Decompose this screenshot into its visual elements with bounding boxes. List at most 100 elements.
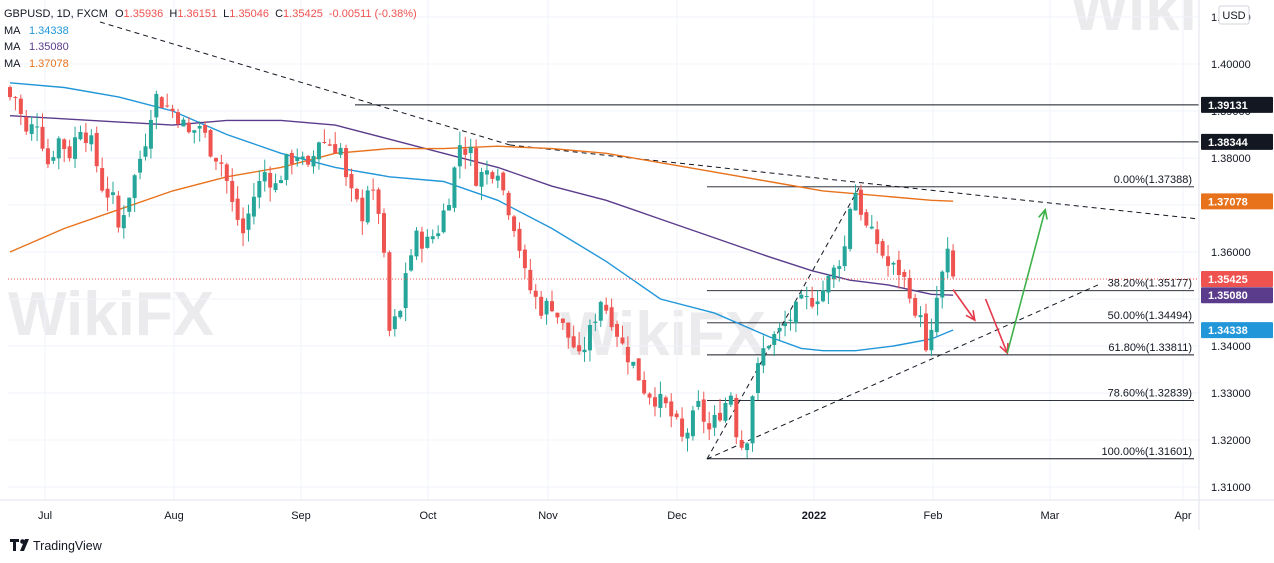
candle-body [766,346,771,349]
legend-ma-mid[interactable]: MA 1.35080 [4,39,417,56]
legend-ma-fast[interactable]: MA 1.34338 [4,23,417,40]
candle-body [186,122,191,133]
candle-body [728,395,733,405]
legend-ma-slow[interactable]: MA 1.37078 [4,56,417,73]
fib-level-label: 0.00%(1.37388) [1114,174,1192,186]
candle-body [696,400,701,407]
candle-body [951,250,956,277]
candle-body [907,277,912,299]
candle-body [701,399,706,422]
candle-body [398,311,403,318]
candle-body [734,397,739,438]
ma-mid-label: MA [4,41,20,53]
price-axis-badge [1201,287,1273,304]
currency-badge[interactable]: USD [1218,5,1250,25]
candle-body [658,393,663,408]
candle-body [203,125,208,133]
candle-body [550,301,554,312]
candle-body [447,204,452,211]
candle-body [853,192,858,211]
forecast-arrowhead-up [1038,207,1048,220]
candle-body [360,197,365,222]
price-tick-label: 1.33000 [1211,388,1251,400]
time-tick-label: 2022 [802,510,826,522]
tradingview-logo[interactable]: TradingView [10,539,103,553]
price-axis-badge [1201,133,1273,150]
candle-body [279,180,283,184]
price-tick-label: 1.32000 [1211,435,1251,447]
candle-body [560,318,565,323]
candle-body [40,126,45,149]
ohlc-low: 1.35046 [229,8,270,20]
ma-slow-label: MA [4,57,20,70]
candle-body [289,152,294,164]
candlestick-series [8,85,956,459]
candle-body [463,148,468,155]
candle-body [13,97,18,99]
candle-body [761,348,766,366]
candle-body [718,412,723,421]
candle-body [680,418,685,437]
candle-body [707,423,712,430]
candle-body [73,137,78,159]
ma-mid-value: 1.35080 [28,41,69,53]
price-axis-badge [1201,193,1273,210]
time-tick-label: Sep [291,510,311,522]
candle-body [544,300,549,315]
fib-level-label: 50.00%(1.34494) [1108,310,1192,322]
candle-body [566,322,571,338]
candle-body [625,346,630,363]
candle-body [197,126,202,129]
trendline-upper-resistance [509,144,1200,220]
time-axis[interactable] [0,499,1274,530]
candle-body [652,397,657,407]
candle-body [940,271,945,298]
price-axis-badge-text: 1.38344 [1208,137,1249,149]
candle-body [663,397,668,404]
ohlc-close: 1.35425 [283,8,323,20]
horizontal-levels [355,104,1199,143]
price-axis[interactable] [1198,0,1274,500]
candle-body [517,228,522,251]
candle-body [51,157,56,161]
time-tick-label: Nov [538,510,558,522]
ma-slow-value: 1.37078 [28,57,69,70]
price-axis-badge-text: 1.37078 [1208,196,1248,208]
candle-body [858,189,863,215]
candle-body [83,132,88,144]
candle-body [344,147,349,178]
candle-body [219,162,224,164]
currency-badge-box [1218,5,1250,25]
candle-body [78,131,83,140]
candle-body [593,321,598,323]
time-tick-label: Oct [419,510,436,522]
price-tick-label: 1.38000 [1211,153,1251,165]
candle-body [176,112,181,124]
moving-averages [9,82,954,352]
candle-body [338,147,343,155]
candle-body [208,130,213,157]
price-axis-labels: 1.39131 1.38344 1.37078 1.35425 1.35080 1.343… [1201,96,1273,339]
price-tick-label: 1.34000 [1211,341,1251,353]
watermark-text: WikiFX [560,300,766,369]
candle-body [8,87,12,98]
candle-body [300,156,305,160]
candle-body [165,105,170,107]
time-axis-ticks: Jul Aug Sep Oct Nov Dec 2022 Feb Mar Apr [38,510,1192,522]
ma-fast-label: MA [4,24,20,37]
candle-body [436,233,441,237]
ma-slow-line [9,145,954,253]
candle-body [636,358,641,381]
candle-body [381,213,386,253]
candle-body [62,139,67,150]
candle-body [387,252,392,331]
price-axis-badge [1201,322,1273,339]
legend-symbol-row[interactable]: GBPUSD, 1D, FXCM O1.35936 H1.36151 L1.35… [4,6,417,23]
ohlc-open-key: O [114,8,124,20]
candle-body [842,246,847,267]
candle-body [799,294,804,299]
candle-body [273,183,278,191]
candle-body [810,298,815,307]
candle-body [869,226,874,229]
